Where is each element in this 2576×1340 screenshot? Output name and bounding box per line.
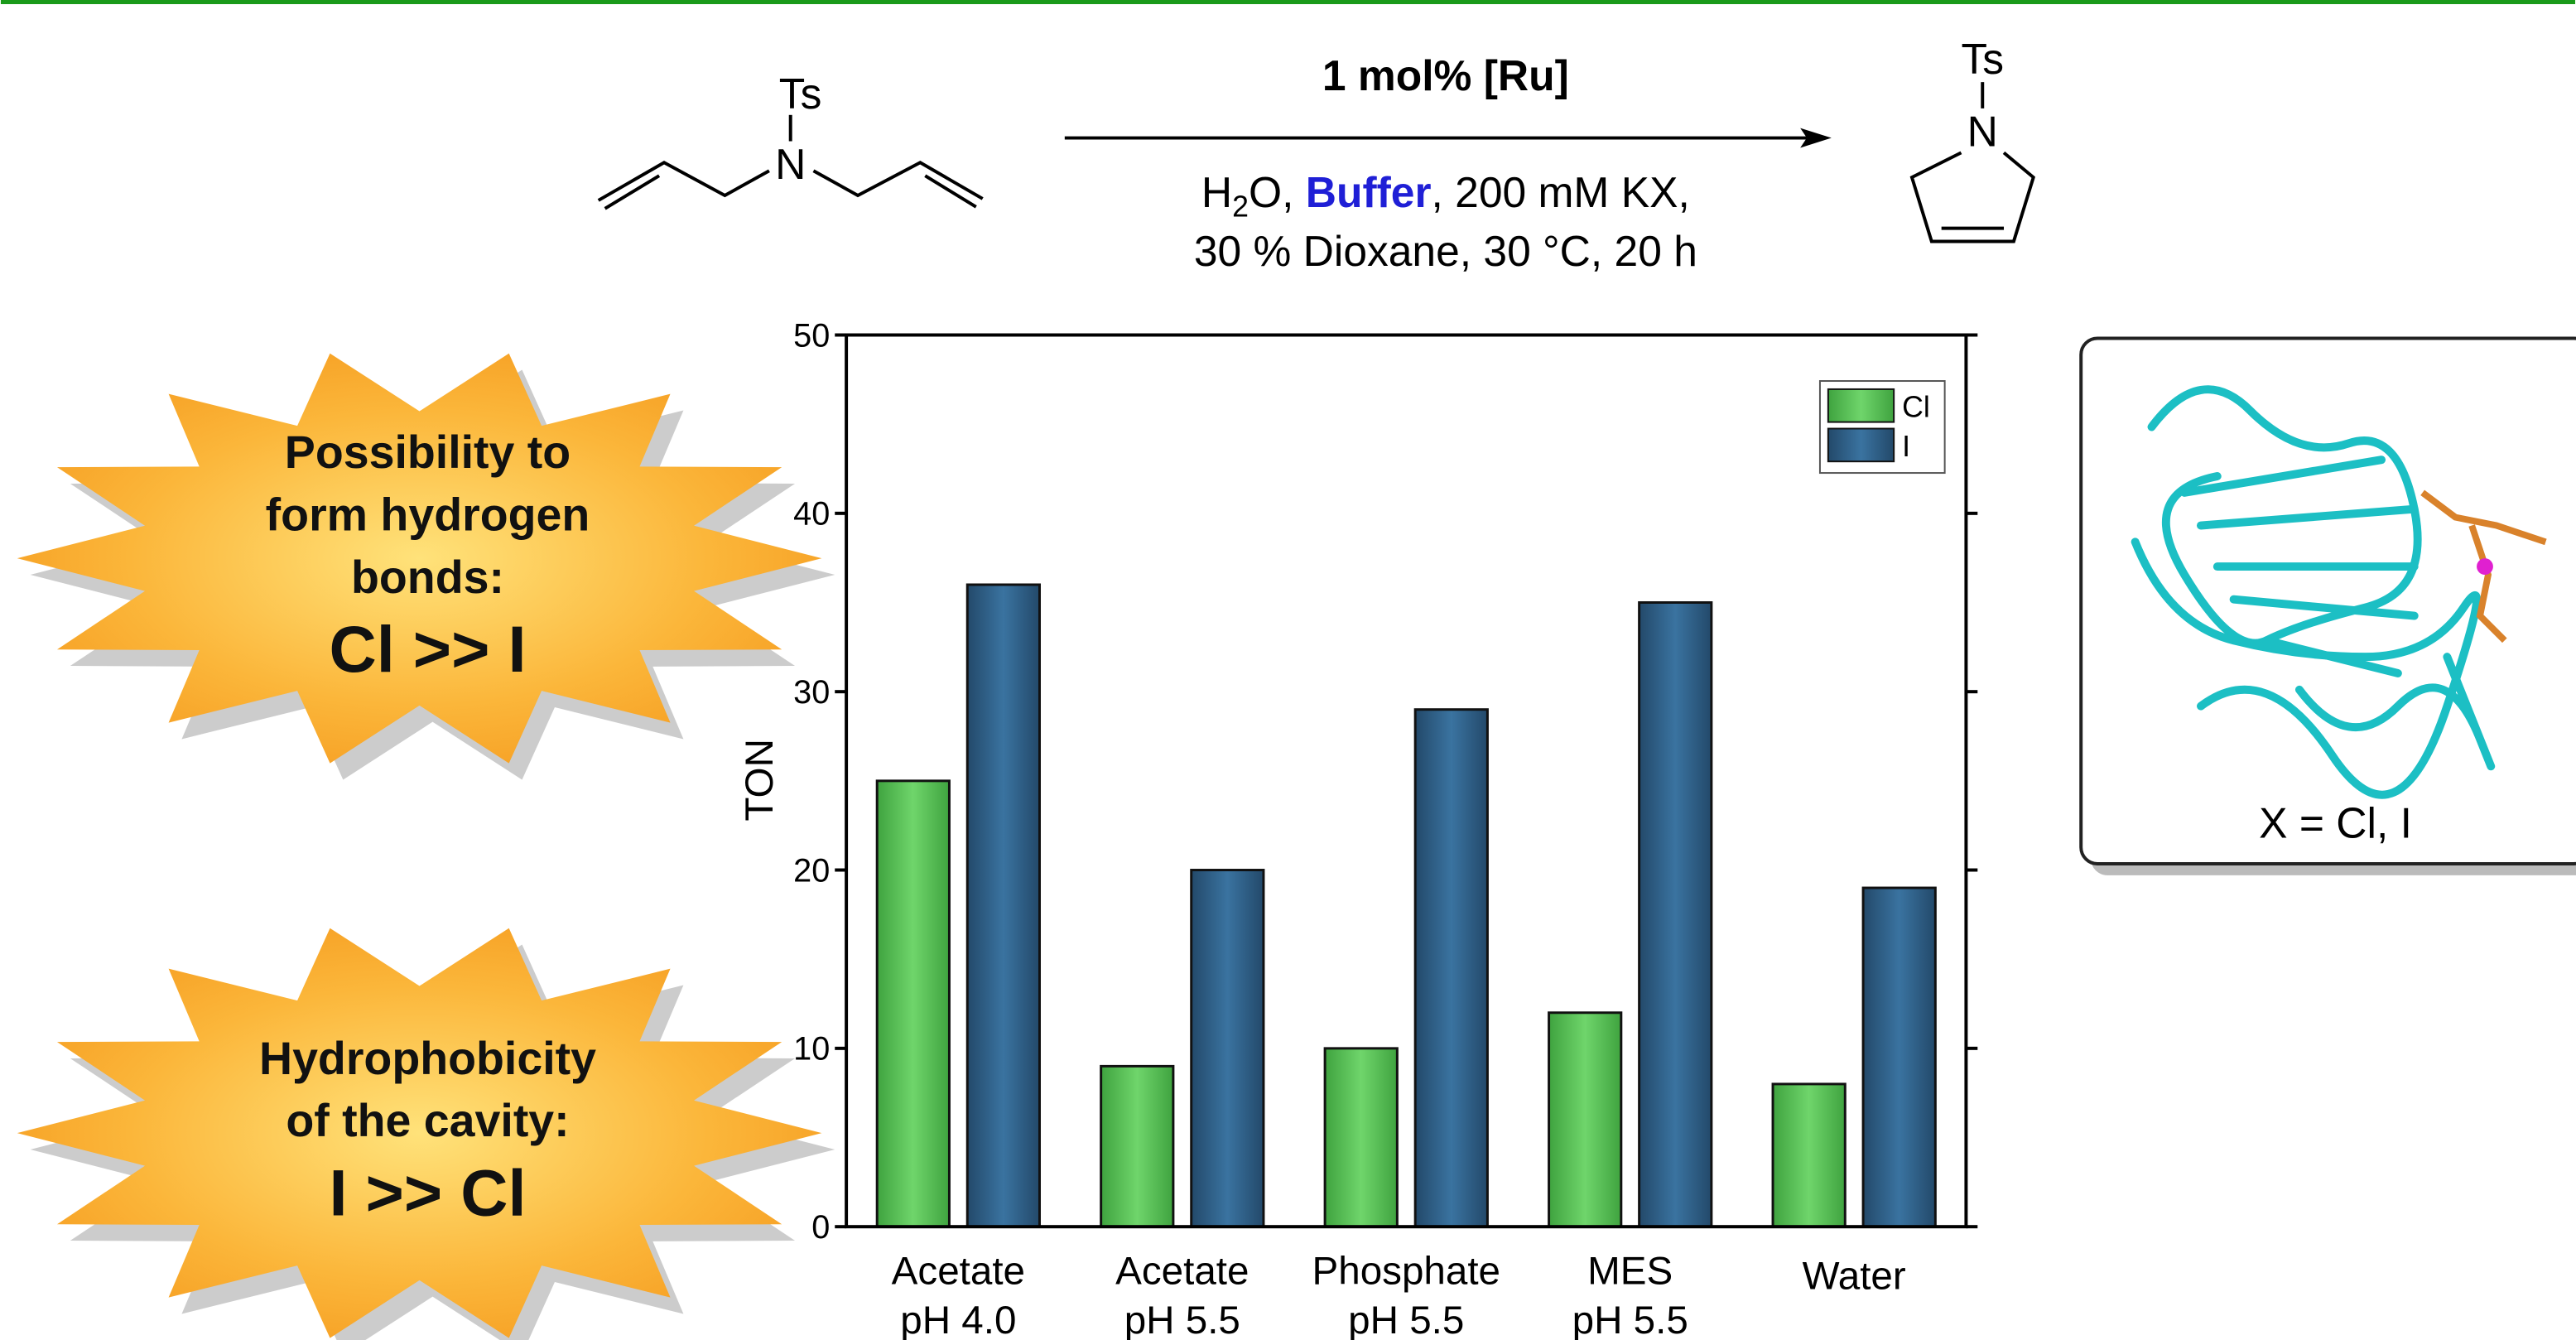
bar [1101,1066,1173,1227]
callout-line: Hydrophobicity [259,1033,596,1084]
atom-label: N [775,140,806,188]
bar [1773,1084,1845,1227]
conditions: H2O, Buffer, 200 mM KX, [1201,168,1690,224]
bar [967,585,1039,1227]
legend-label: I [1902,430,1910,463]
x-tick-label: pH 5.5 [1348,1299,1464,1340]
conditions-part: , 200 mM KX, [1432,168,1690,216]
conditions-subscript: 2 [1232,190,1249,224]
product: Ts N [1912,35,2034,241]
reactant: Ts N [599,70,983,209]
callout: Hydrophobicity of the cavity: I >> Cl [17,928,835,1340]
callout-line: Possibility to [285,427,571,478]
figure: Ts N 1 mol% [Ru] H2O, Buffer, 200 mM KX,… [0,0,2576,1340]
bar [1863,888,1935,1227]
y-tick-label: 10 [793,1031,830,1068]
group-label: Ts [1961,35,2004,83]
y-tick-label: 40 [793,496,830,533]
conditions: 30 % Dioxane, 30 °C, 20 h [1194,227,1697,275]
x-tick-label: Acetate [892,1250,1025,1294]
x-tick-label: Phosphate [1312,1250,1501,1294]
bar [1415,710,1487,1227]
y-tick-label: 0 [811,1209,830,1246]
catalyst: 1 mol% [Ru] [1322,51,1569,99]
callout-emphasis: Cl >> I [329,612,526,686]
x-tick-label: pH 5.5 [1124,1299,1240,1340]
legend-swatch [1828,389,1894,422]
bar [1325,1048,1397,1227]
bar [1639,603,1712,1227]
x-tick-label: pH 5.5 [1572,1299,1688,1340]
legend-swatch [1828,429,1894,462]
legend-label: Cl [1902,391,1930,424]
x-tick-label: Acetate [1115,1250,1249,1294]
callout-emphasis: I >> Cl [329,1155,526,1229]
structure-caption: X = Cl, I [2259,798,2412,846]
group-label: Ts [779,70,822,118]
y-axis-label: TON [738,739,782,822]
y-tick-label: 30 [793,674,830,711]
x-tick-label: pH 4.0 [900,1299,1016,1340]
x-tick-label: Water [1803,1255,1906,1299]
callout: Possibility to form hydrogen bonds: Cl >> I [17,354,835,780]
y-tick-label: 50 [793,317,830,354]
callout-line: bonds: [351,552,504,603]
callout-line: of the cavity: [286,1095,569,1146]
conditions-part: H [1201,168,1232,216]
bar [1192,870,1264,1227]
y-tick-label: 20 [793,852,830,889]
bar-chart: 0 10 20 30 40 50 Acetate pH 4.0 Acetate pH 5.5 Pho… [793,317,1977,1340]
conditions-buffer: Buffer [1306,168,1432,216]
atom-label: N [1967,107,1998,155]
bar [877,781,949,1227]
callout-line: form hydrogen [266,489,590,540]
conditions-part: O, [1249,168,1306,216]
x-tick-label: MES [1587,1250,1673,1294]
bar [1549,1013,1621,1227]
